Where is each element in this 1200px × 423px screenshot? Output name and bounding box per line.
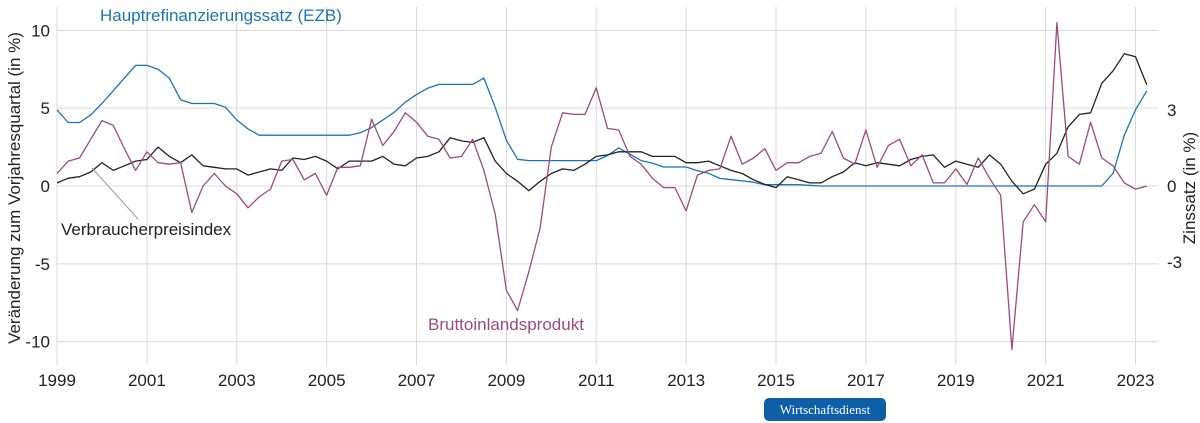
source-badge-text: Wirtschaftsdienst	[780, 402, 871, 417]
x-tick-label: 2019	[937, 371, 975, 390]
y-axis-right-title: Zinssatz (in %)	[1180, 132, 1199, 244]
series-label-bip: Bruttoinlandsprodukt	[428, 315, 584, 334]
series-label-vpi: Verbraucherpreisindex	[61, 220, 232, 239]
y-tick-label: 5	[41, 99, 50, 118]
x-tick-label: 2023	[1117, 371, 1155, 390]
y2-tick-label: -3	[1167, 253, 1182, 272]
x-tick-label: 2017	[847, 371, 885, 390]
y-tick-label: -5	[35, 255, 50, 274]
series-line-bruttoinlandsprodukt	[56, 21, 1147, 351]
series-lines	[56, 21, 1148, 351]
axis-ticks: 1999 2001 2003 2005 2007 2009 2011 2013 2015 2017…	[25, 21, 1182, 390]
y-axis-left-title: Veränderung zum Vorjahresquartal (in %)	[5, 32, 24, 344]
y-tick-label: 10	[31, 21, 50, 40]
x-tick-label: 2013	[667, 371, 705, 390]
x-tick-label: 2021	[1027, 371, 1065, 390]
x-tick-label: 2003	[218, 371, 256, 390]
source-badge: Wirtschaftsdienst	[764, 398, 886, 421]
y-tick-label: 0	[41, 177, 50, 196]
x-tick-label: 2005	[308, 371, 346, 390]
x-tick-label: 1999	[38, 371, 76, 390]
grid	[56, 7, 1158, 365]
y-tick-label: -10	[25, 333, 50, 352]
x-tick-label: 2007	[398, 371, 436, 390]
y2-tick-label: 3	[1167, 101, 1176, 120]
y2-tick-label: 0	[1167, 177, 1176, 196]
x-tick-label: 2011	[578, 371, 615, 390]
series-line-verbraucherpreisindex	[56, 53, 1148, 195]
series-line-hauptrefinanzierungssatz-ezb	[56, 64, 1148, 187]
series-label-vpi-leader	[91, 167, 139, 220]
x-tick-label: 2009	[487, 371, 525, 390]
x-tick-label: 2001	[128, 371, 166, 390]
x-tick-label: 2015	[757, 371, 795, 390]
series-label-ezb: Hauptrefinanzierungssatz (EZB)	[100, 6, 342, 25]
